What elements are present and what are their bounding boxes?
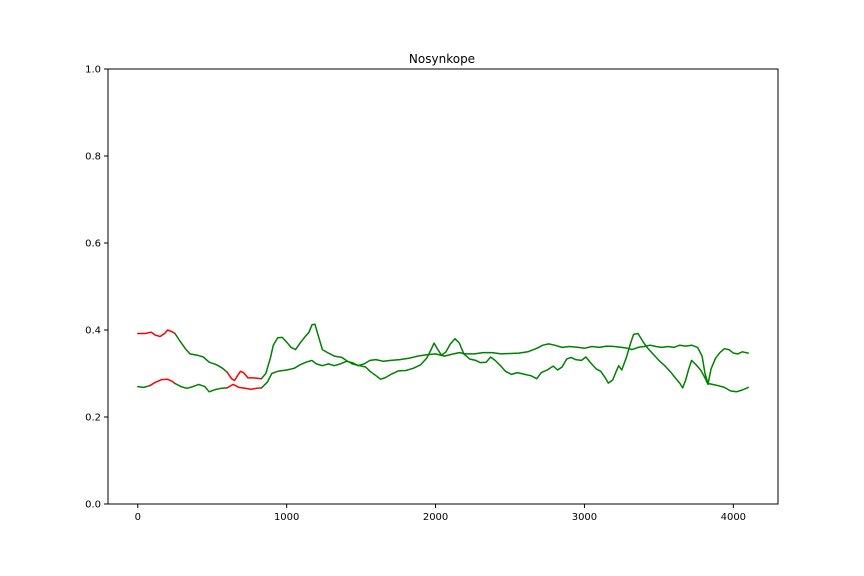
series-layer (137, 323, 749, 393)
y-tick-label-5: 1.0 (85, 65, 101, 76)
series-line-3 (260, 323, 749, 389)
plot-frame (107, 68, 779, 505)
y-tick-label-2: 0.4 (85, 326, 101, 337)
x-tick-label-1: 1000 (274, 512, 299, 523)
y-axis: 0.0 0.2 0.4 0.6 0.8 1.0 (85, 65, 108, 511)
series-line-2 (226, 370, 263, 382)
series-line-1 (174, 332, 228, 373)
x-tick-label-0: 0 (135, 512, 141, 523)
series-line-0 (137, 329, 176, 338)
series-line-5 (148, 378, 176, 387)
chart-title: Nosynkope (409, 52, 475, 66)
x-tick-label-3: 3000 (572, 512, 597, 523)
y-tick-label-0: 0.0 (85, 500, 101, 511)
y-tick-label-4: 0.8 (85, 152, 101, 163)
x-tick-label-2: 2000 (423, 512, 448, 523)
series-line-8 (260, 343, 749, 393)
y-tick-label-1: 0.2 (85, 413, 101, 424)
series-line-7 (226, 383, 263, 390)
y-tick-label-3: 0.6 (85, 239, 101, 250)
series-line-4 (137, 384, 151, 389)
x-tick-label-4: 4000 (721, 512, 746, 523)
series-line-6 (174, 382, 228, 393)
x-axis: 0 1000 2000 3000 4000 (135, 504, 746, 523)
